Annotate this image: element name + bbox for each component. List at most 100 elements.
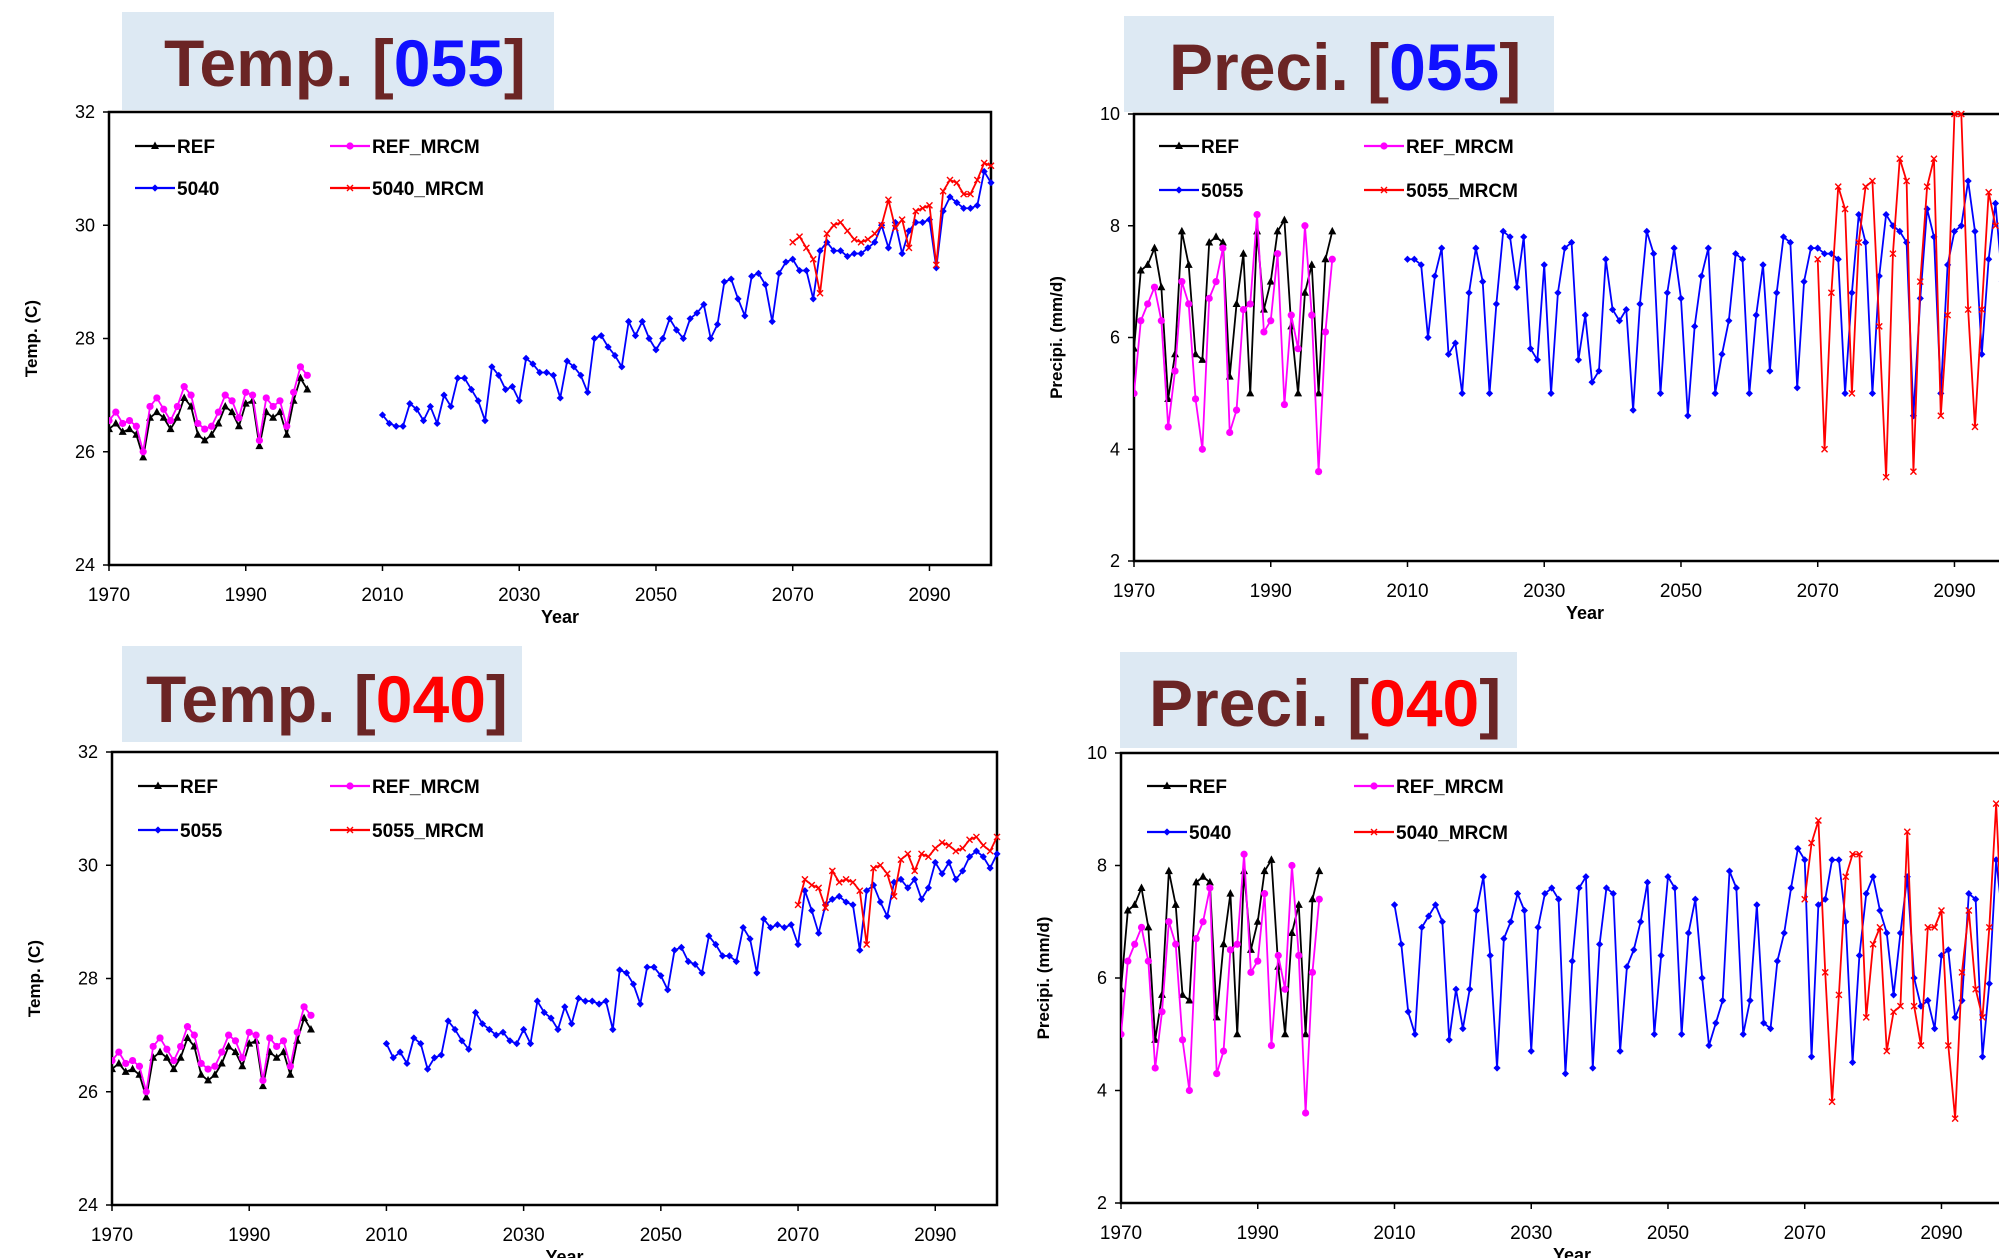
data-point <box>638 317 646 326</box>
data-point <box>1745 389 1753 397</box>
data-point <box>1971 227 1979 235</box>
data-point <box>447 402 455 411</box>
data-point <box>1780 929 1788 937</box>
data-point <box>836 247 845 255</box>
data-point <box>197 1070 206 1078</box>
data-point <box>506 1037 514 1045</box>
data-point <box>1150 243 1159 252</box>
data-point <box>809 295 817 303</box>
legend-label: REF <box>177 137 215 158</box>
data-point <box>1121 1030 1125 1038</box>
data-point <box>1711 389 1719 397</box>
data-point <box>1964 177 1972 185</box>
data-point <box>1855 951 1864 960</box>
data-point <box>1295 951 1303 960</box>
data-point <box>1972 985 1980 993</box>
data-point <box>1247 968 1255 976</box>
data-point <box>303 384 312 393</box>
data-point <box>1411 1030 1419 1038</box>
data-point <box>173 413 182 421</box>
data-point <box>207 422 216 430</box>
data-point <box>670 946 679 954</box>
data-point <box>1472 906 1481 915</box>
data-point <box>115 1048 123 1056</box>
data-point <box>170 1057 178 1065</box>
data-point <box>986 847 994 855</box>
data-point <box>1134 389 1138 397</box>
data-point <box>128 1064 137 1073</box>
x-tick-label: 2010 <box>361 585 403 606</box>
legend-marker <box>151 141 159 149</box>
data-point <box>960 190 968 198</box>
title-code: 040 <box>1369 666 1480 740</box>
legend-marker <box>1370 782 1378 790</box>
data-point <box>279 1037 288 1045</box>
x-tick-label: 2050 <box>635 585 677 606</box>
data-point <box>835 892 843 900</box>
data-point <box>1957 110 1965 118</box>
legend-entry: 5055 <box>138 821 223 842</box>
data-point <box>111 418 120 427</box>
title-suffix: ] <box>1479 666 1502 740</box>
data-point <box>200 435 209 444</box>
data-point <box>1267 1041 1276 1050</box>
data-point <box>467 385 475 394</box>
data-point <box>946 193 954 201</box>
data-point <box>945 841 953 849</box>
data-point <box>1602 884 1611 892</box>
data-point <box>1410 255 1418 263</box>
data-point <box>194 419 202 428</box>
data-point <box>1869 940 1877 948</box>
x-axis-label: Year <box>1553 1245 1591 1258</box>
data-point <box>156 1047 165 1056</box>
data-point <box>789 238 797 246</box>
data-point <box>979 841 987 849</box>
data-point <box>837 218 845 226</box>
data-point <box>801 875 809 883</box>
data-point <box>1191 395 1200 403</box>
y-tick-label: 4 <box>1110 439 1120 459</box>
data-point <box>618 363 626 371</box>
data-point <box>849 878 857 886</box>
data-point <box>1827 250 1835 258</box>
data-point <box>972 847 981 855</box>
data-point <box>1260 328 1268 336</box>
data-point <box>1458 389 1466 397</box>
title-code: 055 <box>1389 30 1500 104</box>
data-point <box>303 371 311 379</box>
data-point <box>1910 1002 1918 1010</box>
data-point <box>1151 1064 1159 1072</box>
x-tick-label: 2050 <box>1660 581 1702 602</box>
data-point <box>1404 1008 1412 1016</box>
data-point <box>713 320 722 328</box>
data-point <box>1718 350 1726 358</box>
data-point <box>931 844 939 852</box>
data-point <box>1444 350 1453 358</box>
data-point <box>1178 1036 1187 1044</box>
data-point <box>734 295 742 303</box>
data-point <box>828 895 836 903</box>
legend-entry: 5040_MRCM <box>1354 823 1508 844</box>
data-point <box>1301 1029 1310 1038</box>
x-tick-label: 2010 <box>1373 1223 1415 1244</box>
data-point <box>823 230 831 238</box>
plot-area <box>1119 751 1999 1205</box>
data-point <box>1540 261 1548 269</box>
legend-label: 5040 <box>1189 823 1231 844</box>
data-point <box>850 235 858 243</box>
data-point <box>1801 856 1809 864</box>
data-point <box>1991 222 1999 230</box>
x-tick-label: 2050 <box>1647 1223 1689 1244</box>
data-point <box>604 343 612 351</box>
data-point <box>1657 951 1665 960</box>
data-point <box>1855 239 1863 247</box>
title-prefix: Preci. [ <box>1169 30 1390 104</box>
chart-title: Preci. [040] <box>1149 670 1501 736</box>
data-point <box>454 374 462 382</box>
data-point <box>924 853 932 861</box>
data-point <box>1287 311 1295 319</box>
data-point <box>1972 895 1980 903</box>
data-point <box>1978 350 1986 358</box>
y-tick-label: 8 <box>1110 216 1120 236</box>
data-point <box>768 317 776 326</box>
